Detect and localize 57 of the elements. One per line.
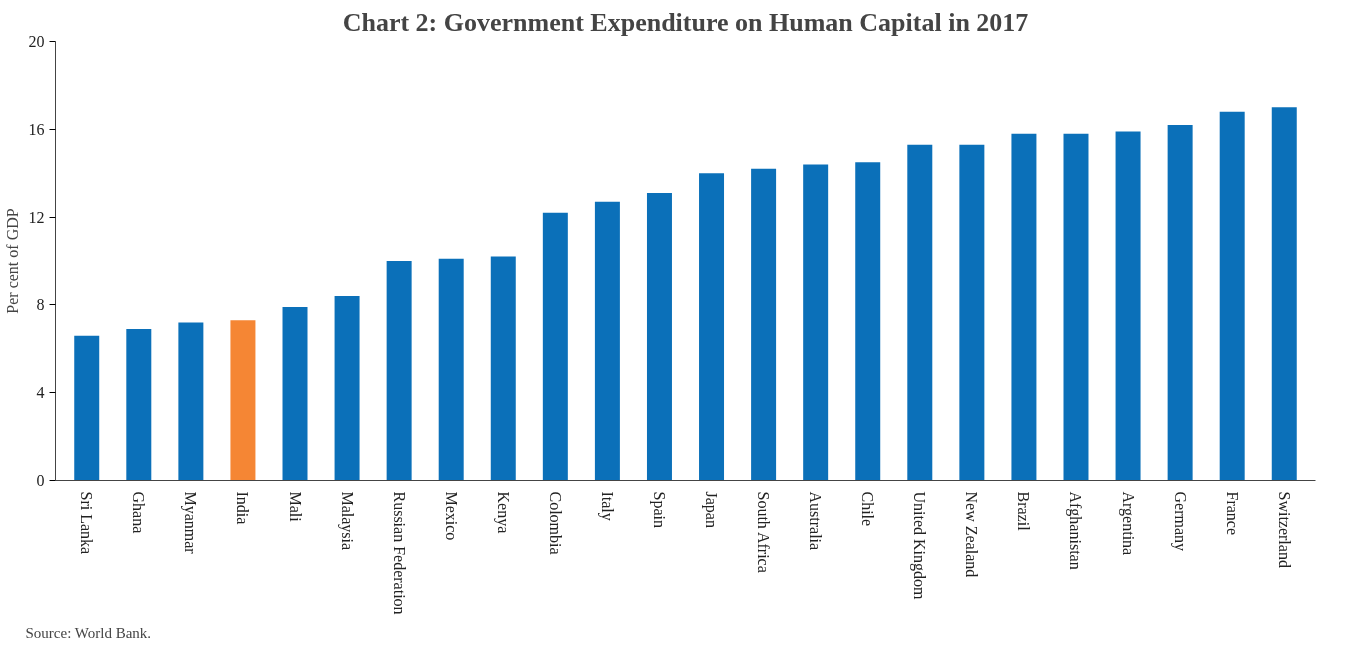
x-tick-label: Spain <box>649 491 668 528</box>
x-tick-label: United Kingdom <box>910 491 929 601</box>
bar <box>438 258 464 481</box>
x-tick-label: Japan <box>702 491 721 528</box>
bar <box>959 144 985 481</box>
bar <box>230 320 256 481</box>
x-tick-label: Kenya <box>493 491 512 534</box>
bar <box>1063 133 1089 481</box>
x-tick-label: Russian Federation <box>390 491 408 615</box>
y-tick-label: 0 <box>36 472 45 489</box>
bar <box>751 168 777 481</box>
x-tick-label: Italy <box>597 491 616 521</box>
x-tick-label: Malaysia <box>337 491 356 551</box>
y-tick-label: 20 <box>28 33 45 50</box>
x-tick-label: South Africa <box>755 491 773 573</box>
bar <box>1271 107 1297 481</box>
bar <box>1167 124 1193 481</box>
x-tick-label: Afghanistan <box>1066 491 1085 570</box>
x-tick-label: Germany <box>1170 491 1189 552</box>
bar <box>907 144 933 481</box>
x-tick-label: Ghana <box>130 491 148 534</box>
source-note: Source: World Bank. <box>25 624 152 641</box>
x-tick-label: India <box>234 491 252 525</box>
x-tick-label: Switzerland <box>1275 491 1293 568</box>
x-tick-label: Myanmar <box>181 491 200 555</box>
y-tick-label: 4 <box>36 384 45 402</box>
bar <box>126 329 152 481</box>
bar <box>1011 133 1037 481</box>
bar <box>490 256 516 481</box>
x-tick-label: France <box>1223 491 1241 536</box>
x-tick-label: Mexico <box>442 491 460 541</box>
y-tick-label: 12 <box>28 208 45 226</box>
bar <box>699 173 725 481</box>
bar <box>542 212 568 481</box>
bar <box>178 322 204 481</box>
bar <box>1115 131 1141 481</box>
x-tick-label: New Zealand <box>963 491 981 578</box>
bar <box>74 335 100 481</box>
x-tick-label: Chile <box>859 491 877 527</box>
y-axis-title: Per cent of GDP <box>3 208 21 314</box>
bar <box>386 261 412 481</box>
x-tick-label: Brazil <box>1015 491 1033 532</box>
bar <box>282 307 308 481</box>
chart-title: Chart 2: Government Expenditure on Human Capital in 2017 <box>342 7 1029 37</box>
y-tick-label: 16 <box>28 120 45 138</box>
bar <box>334 296 360 481</box>
x-tick-label: Sri Lanka <box>78 491 96 555</box>
x-tick-label: Argentina <box>1118 491 1137 556</box>
x-tick-label: Colombia <box>546 491 564 555</box>
bar <box>594 201 620 481</box>
x-tick-label: Australia <box>807 491 825 551</box>
bar <box>646 192 672 481</box>
bar <box>855 162 881 481</box>
x-tick-label: Mali <box>286 491 304 523</box>
bar <box>803 164 829 481</box>
y-tick-label: 8 <box>36 296 45 314</box>
bar <box>1219 111 1245 481</box>
